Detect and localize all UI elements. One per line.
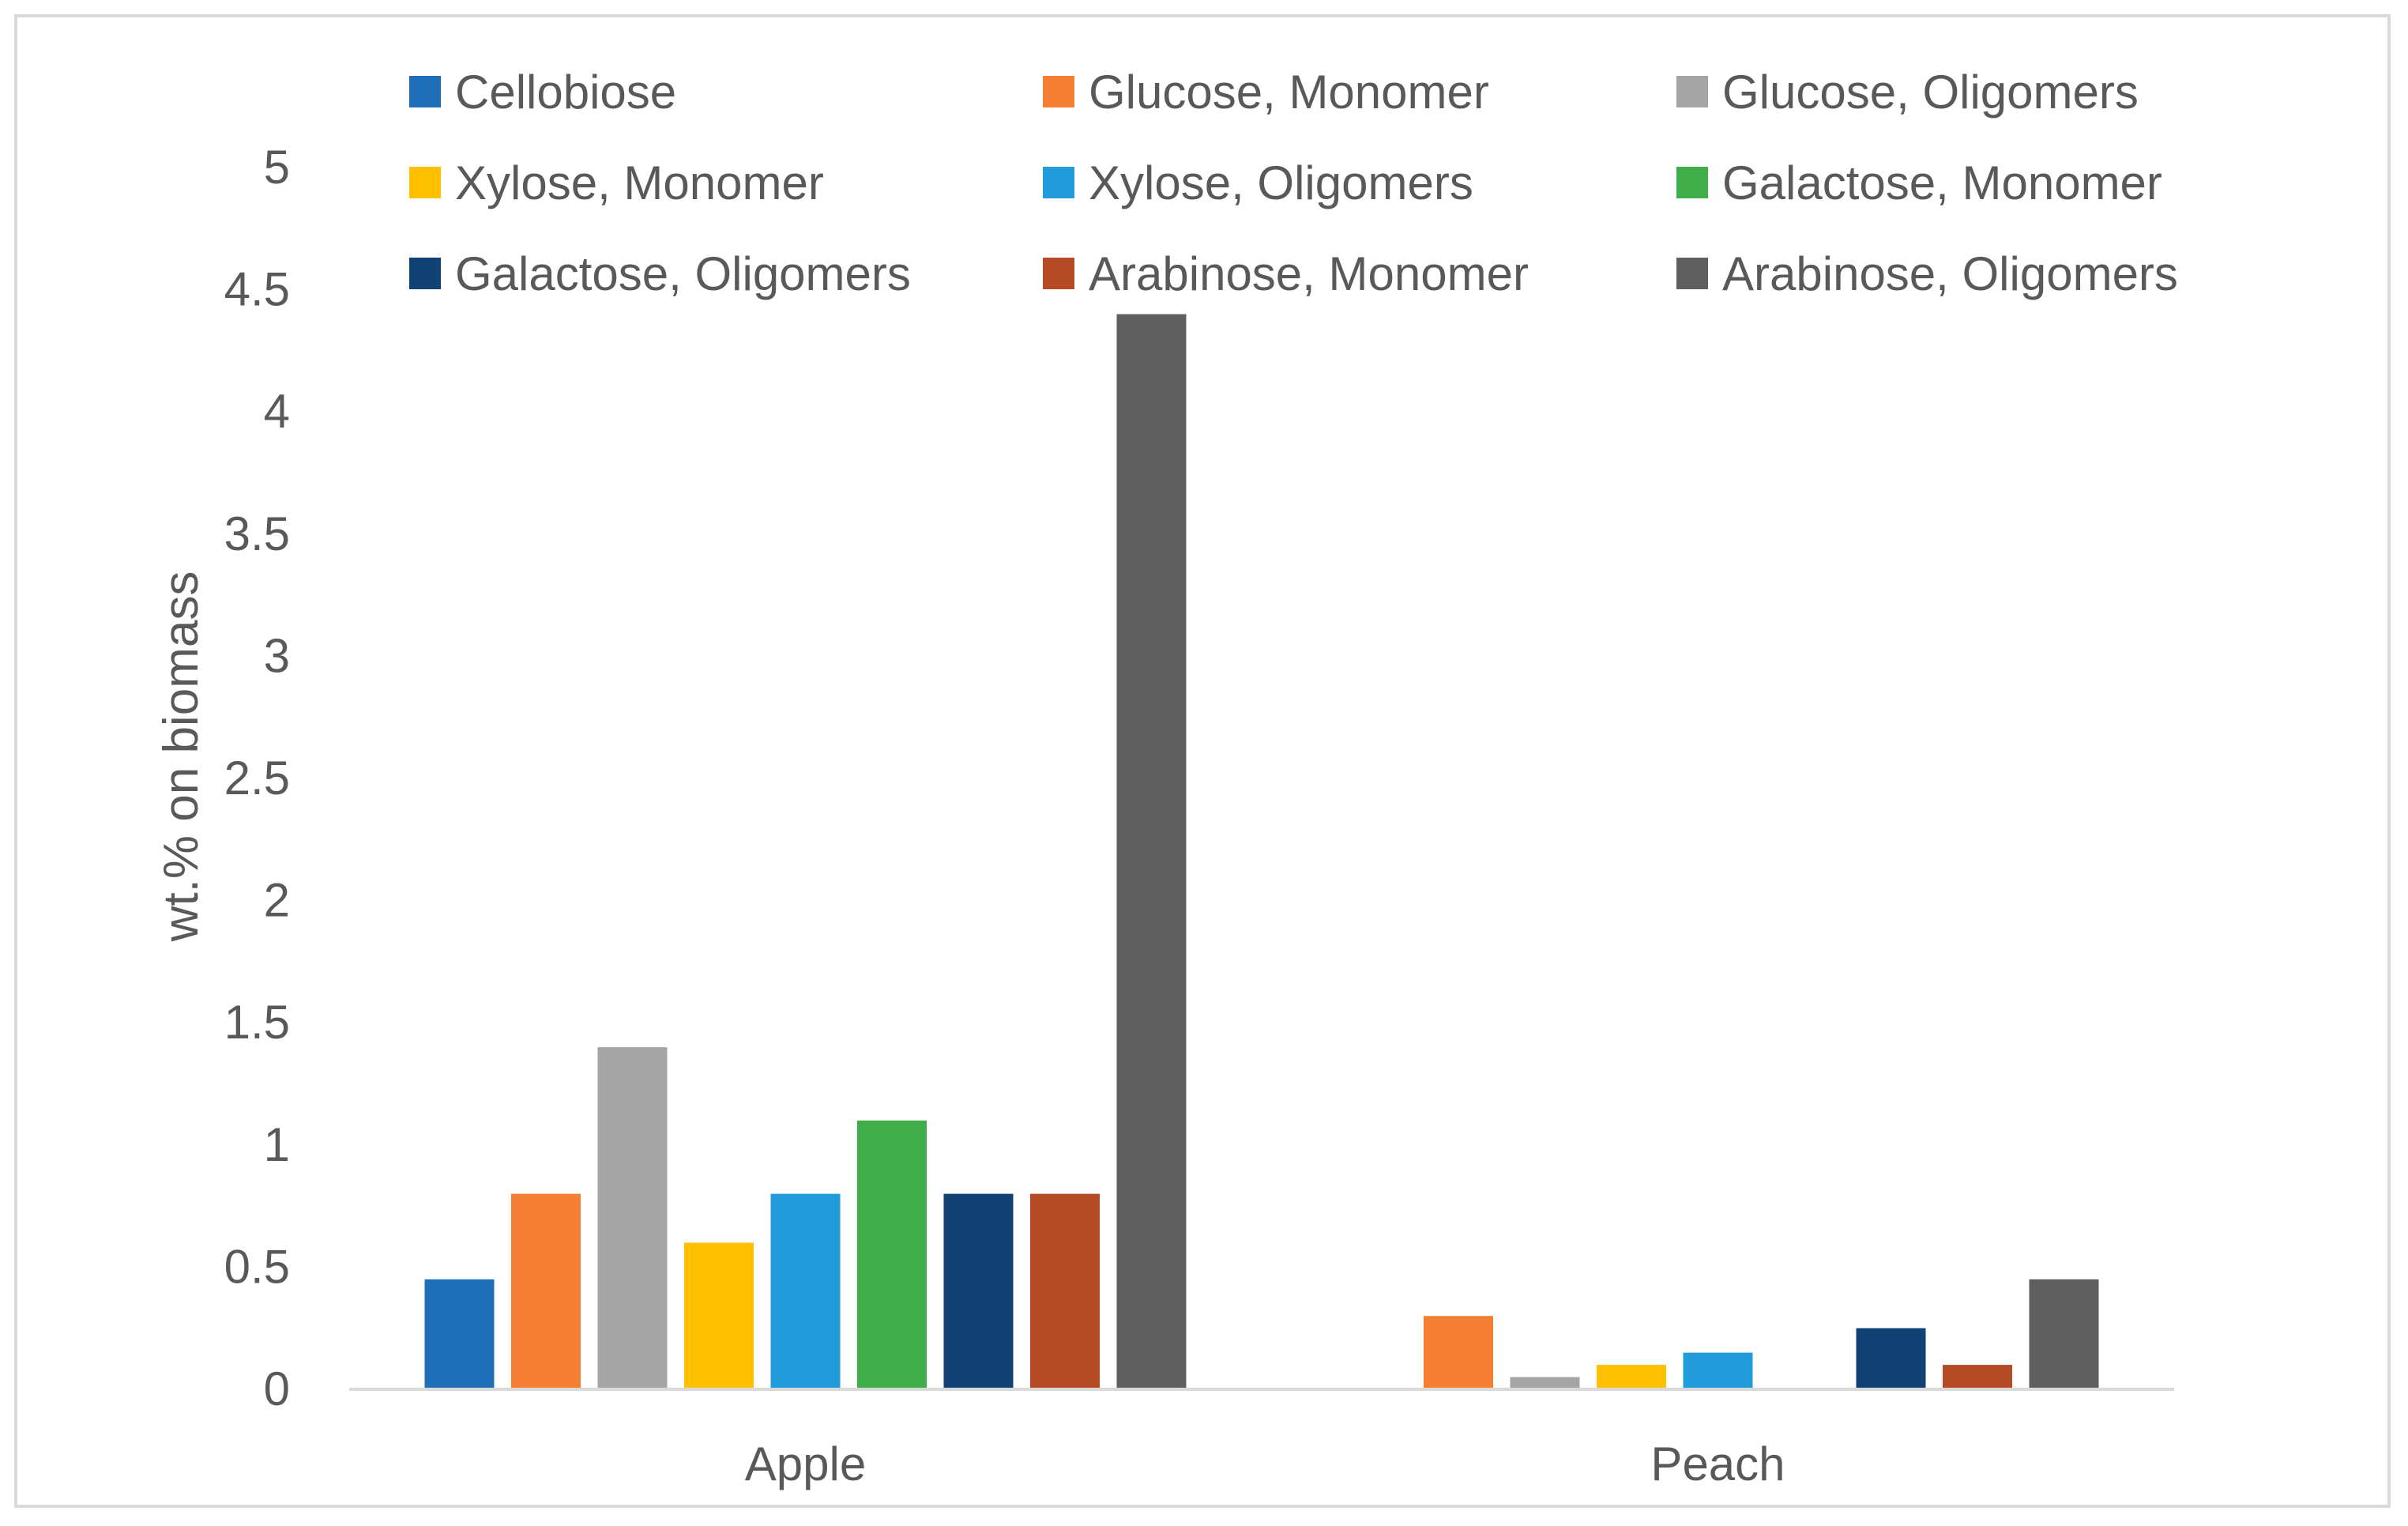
y-tick-label: 1.5 — [224, 996, 290, 1049]
x-category-label: Peach — [1650, 1437, 1785, 1490]
bar-peach-glucose-oligomers — [1510, 1377, 1580, 1389]
x-category-label: Apple — [745, 1437, 866, 1490]
legend-label: Xylose, Oligomers — [1089, 156, 1473, 209]
legend-swatch — [1676, 258, 1708, 289]
legend-label: Galactose, Monomer — [1722, 156, 2162, 209]
legend-label: Glucose, Oligomers — [1722, 66, 2139, 119]
bar-peach-xylose-oligomers — [1683, 1352, 1753, 1389]
bar-apple-glucose-monomer — [511, 1193, 581, 1389]
y-tick-label: 2 — [264, 874, 290, 927]
legend-swatch — [409, 76, 441, 107]
chart-frame: Cellobiose Glucose, Monomer Glucose, Oligo… — [14, 14, 2391, 1508]
y-axis-title: wt.% on biomass — [154, 571, 209, 943]
bar-peach-arabinose-oligomers — [2029, 1279, 2099, 1389]
legend-item: Glucose, Oligomers — [1676, 66, 2139, 119]
bar-apple-xylose-oligomers — [770, 1193, 841, 1389]
legend-label: Arabinose, Monomer — [1089, 247, 1529, 300]
bar-apple-galactose-monomer — [857, 1120, 927, 1389]
x-axis: Apple Peach — [745, 1437, 1785, 1490]
y-tick-label: 5 — [264, 141, 290, 194]
bar-peach-glucose-monomer — [1424, 1316, 1493, 1389]
y-tick-label: 4.5 — [224, 263, 290, 316]
bar-apple-glucose-oligomers — [597, 1047, 668, 1389]
y-tick-label: 3.5 — [224, 507, 290, 560]
bar-apple-cellobiose — [424, 1279, 495, 1389]
legend-item: Arabinose, Oligomers — [1676, 247, 2178, 300]
bar-apple-xylose-monomer — [684, 1242, 754, 1389]
legend-item: Glucose, Monomer — [1043, 66, 1489, 119]
legend-label: Arabinose, Oligomers — [1722, 247, 2178, 300]
bar-peach-galactose-oligomers — [1856, 1328, 1926, 1389]
bar-apple-arabinose-oligomers — [1116, 314, 1187, 1389]
y-tick-label: 2.5 — [224, 752, 290, 804]
y-tick-label: 0.5 — [224, 1240, 290, 1293]
y-tick-label: 3 — [264, 629, 290, 682]
y-axis: 0 0.5 1 1.5 2 2.5 3 3.5 4 4.5 5 — [224, 141, 290, 1415]
legend-swatch — [1043, 76, 1074, 107]
legend-label: Xylose, Monomer — [455, 156, 824, 209]
legend-swatch — [1676, 167, 1708, 198]
y-tick-label: 4 — [264, 385, 290, 438]
legend-item: Xylose, Oligomers — [1043, 156, 1473, 209]
legend-label: Cellobiose — [455, 66, 676, 119]
y-tick-label: 0 — [264, 1362, 290, 1415]
bars — [424, 314, 2099, 1389]
legend-swatch — [409, 258, 441, 289]
legend-label: Galactose, Oligomers — [455, 247, 911, 300]
bar-apple-galactose-oligomers — [943, 1193, 1014, 1389]
legend-item: Galactose, Monomer — [1676, 156, 2162, 209]
legend-swatch — [1043, 258, 1074, 289]
legend-swatch — [409, 167, 441, 198]
legend-label: Glucose, Monomer — [1089, 66, 1489, 119]
legend-swatch — [1043, 167, 1074, 198]
y-tick-label: 1 — [264, 1118, 290, 1171]
bar-apple-arabinose-monomer — [1030, 1193, 1100, 1389]
legend-swatch — [1676, 76, 1708, 107]
legend: Cellobiose Glucose, Monomer Glucose, Oligo… — [409, 66, 2178, 300]
legend-item: Cellobiose — [409, 66, 676, 119]
legend-item: Arabinose, Monomer — [1043, 247, 1529, 300]
legend-item: Xylose, Monomer — [409, 156, 824, 209]
bar-peach-arabinose-monomer — [1943, 1365, 2012, 1389]
bar-peach-xylose-monomer — [1597, 1365, 1666, 1389]
legend-item: Galactose, Oligomers — [409, 247, 911, 300]
bar-chart: Cellobiose Glucose, Monomer Glucose, Oligo… — [154, 66, 2178, 1490]
